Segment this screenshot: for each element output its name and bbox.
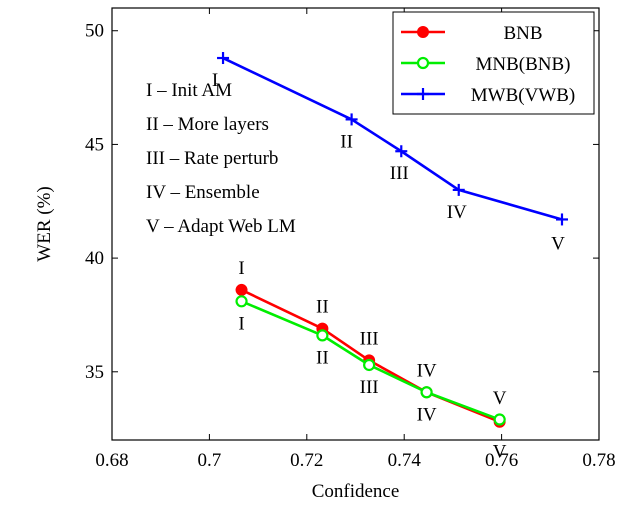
legend-entry: BNB: [401, 23, 543, 44]
point-label: V: [493, 388, 507, 409]
data-point: [217, 52, 230, 65]
point-label: II: [316, 347, 329, 368]
x-axis-title: Confidence: [312, 481, 400, 502]
data-point: [395, 145, 408, 158]
annotation-line: III – Rate perturb: [146, 148, 278, 169]
point-label: III: [360, 377, 379, 398]
x-tick-label: 0.76: [485, 450, 518, 471]
x-tick-label: 0.74: [388, 450, 422, 471]
axis-ticks: 0.68 0.7 0.72 0.74 0.76 0.78 35 40 45 50: [85, 8, 616, 471]
point-label: I: [238, 313, 244, 334]
data-point: [345, 113, 358, 126]
annotation-line: I – Init AM: [146, 80, 232, 101]
point-label: V: [493, 442, 507, 463]
point-label: IV: [417, 404, 437, 425]
y-tick-label: 40: [85, 248, 104, 269]
point-label: I: [212, 70, 218, 91]
data-point: [235, 295, 248, 308]
annotation-line: IV – Ensemble: [146, 182, 260, 203]
data-point: [417, 88, 429, 100]
legend-entry: MWB(VWB): [401, 85, 575, 106]
point-label: V: [551, 233, 565, 254]
x-tick-label: 0.72: [290, 450, 323, 471]
annotation-line: V – Adapt Web LM: [146, 216, 296, 237]
point-label: III: [390, 163, 409, 184]
x-tick-label: 0.68: [95, 450, 128, 471]
point-label: III: [360, 328, 379, 349]
series-layer: [217, 52, 568, 428]
point-label: IV: [417, 360, 437, 381]
annotation-line: II – More layers: [146, 114, 269, 135]
y-tick-label: 35: [85, 362, 104, 383]
x-tick-label: 0.7: [198, 450, 222, 471]
data-point: [452, 183, 465, 196]
data-point: [493, 413, 506, 426]
data-point: [416, 56, 430, 70]
legend: BNB MNB(BNB) MWB(VWB): [392, 11, 595, 115]
point-label: IV: [447, 202, 467, 223]
data-point: [316, 329, 329, 342]
y-tick-label: 45: [85, 134, 104, 155]
y-axis-title: WER (%): [34, 186, 55, 261]
legend-label: BNB: [503, 23, 542, 44]
series-mnb-bnb: [235, 295, 506, 426]
point-label: II: [316, 297, 329, 318]
point-label: I: [238, 258, 244, 279]
plot-frame: [111, 7, 600, 441]
data-point: [417, 26, 429, 38]
data-point: [555, 213, 568, 226]
series-mwb-vwb: [217, 52, 568, 226]
y-tick-label: 50: [85, 21, 104, 42]
legend-entry: MNB(BNB): [401, 54, 571, 75]
data-point: [420, 386, 433, 399]
point-label: II: [340, 131, 353, 152]
data-point: [235, 283, 248, 296]
x-tick-label: 0.78: [582, 450, 615, 471]
legend-label: MWB(VWB): [471, 85, 575, 106]
annotation-notes: I – Init AM II – More layers III – Rate pe…: [146, 80, 296, 237]
data-point: [363, 358, 376, 372]
legend-label: MNB(BNB): [475, 54, 570, 75]
